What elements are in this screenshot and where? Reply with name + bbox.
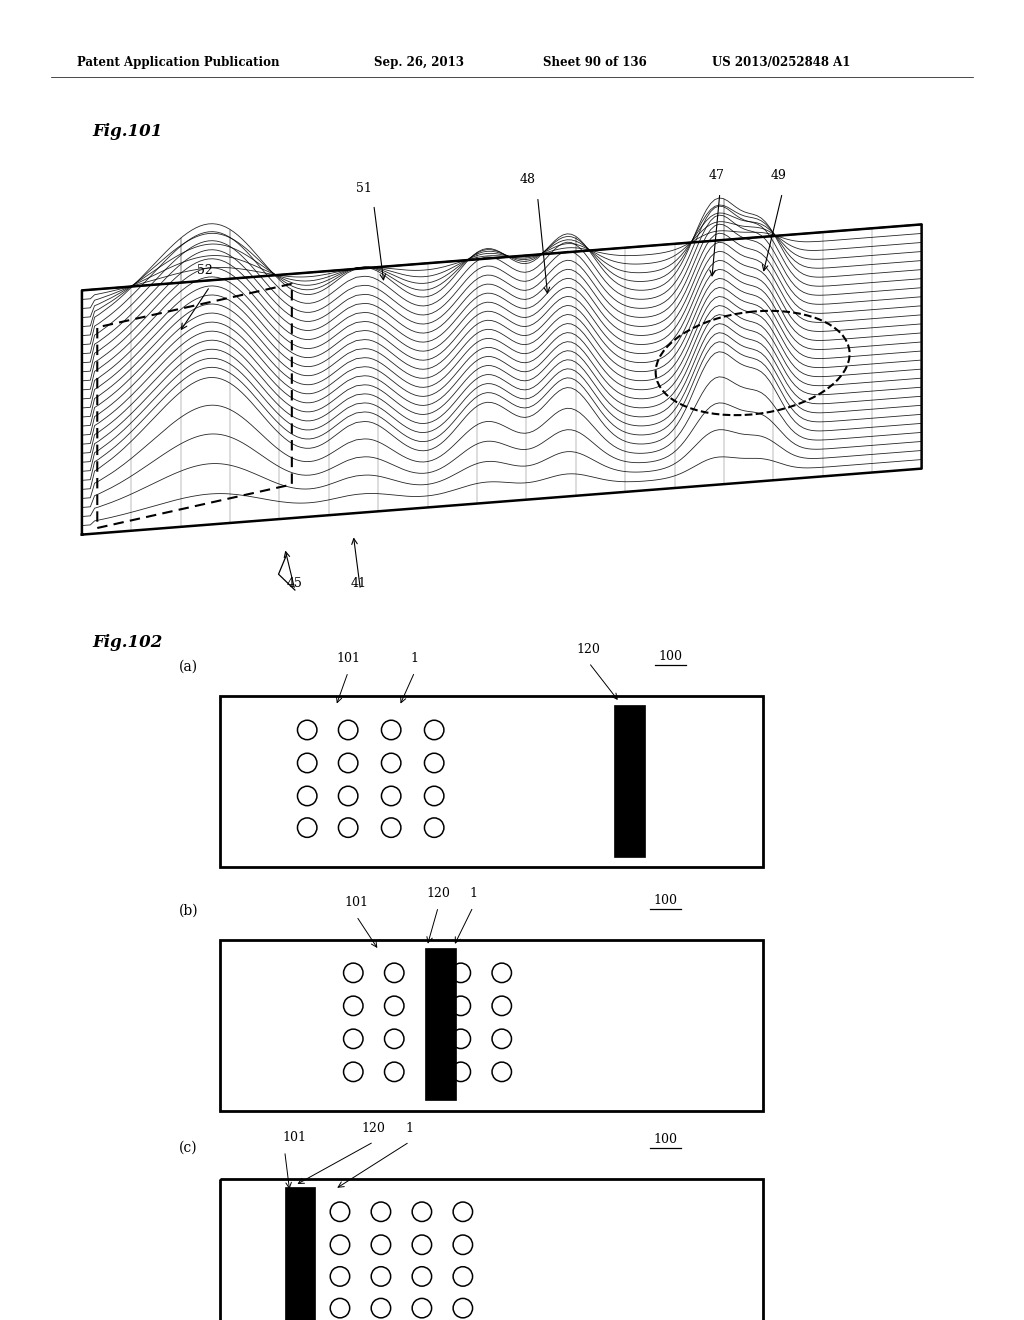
Text: (c): (c)	[179, 1140, 198, 1155]
Text: 120: 120	[577, 643, 601, 656]
Text: 49: 49	[770, 169, 786, 182]
Text: 101: 101	[344, 896, 369, 909]
Text: 101: 101	[283, 1131, 307, 1144]
Text: Patent Application Publication: Patent Application Publication	[77, 55, 280, 69]
Bar	[285, 1187, 315, 1320]
Text: 1: 1	[469, 887, 477, 900]
Text: 100: 100	[653, 1133, 678, 1146]
Text: 52: 52	[197, 264, 213, 277]
Text: Sep. 26, 2013: Sep. 26, 2013	[374, 55, 464, 69]
Text: 48: 48	[519, 173, 536, 186]
Text: Sheet 90 of 136: Sheet 90 of 136	[543, 55, 646, 69]
Text: 41: 41	[350, 577, 367, 590]
Text: 100: 100	[653, 894, 678, 907]
Text: US 2013/0252848 A1: US 2013/0252848 A1	[712, 55, 850, 69]
Text: 51: 51	[355, 182, 372, 195]
Text: 47: 47	[709, 169, 725, 182]
Bar	[220, 1179, 763, 1320]
Bar	[425, 948, 456, 1100]
Bar	[614, 705, 645, 857]
Bar	[220, 940, 763, 1111]
Text: 1: 1	[411, 652, 419, 665]
Text: 100: 100	[658, 649, 683, 663]
Text: Fig.102: Fig.102	[92, 634, 163, 651]
Text: 101: 101	[336, 652, 360, 665]
Bar	[220, 696, 763, 867]
Text: (a): (a)	[179, 659, 199, 673]
Text: Fig.101: Fig.101	[92, 123, 163, 140]
Text: 120: 120	[361, 1122, 386, 1135]
Text: 1: 1	[406, 1122, 414, 1135]
Text: 120: 120	[426, 887, 451, 900]
Text: (b): (b)	[179, 903, 199, 917]
Text: 45: 45	[287, 577, 303, 590]
